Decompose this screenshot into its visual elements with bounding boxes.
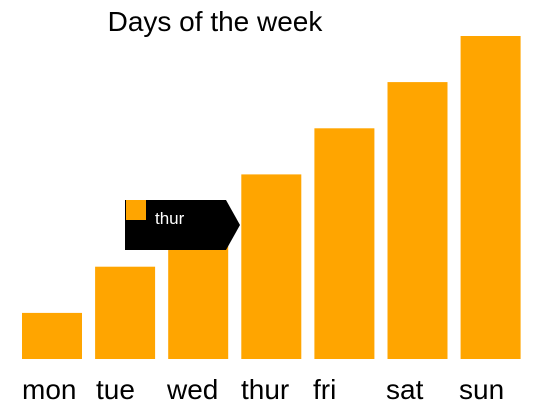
x-tick-label-mon: mon [22, 374, 76, 405]
x-tick-label-tue: tue [96, 374, 135, 405]
tooltip-label: thur [155, 209, 185, 228]
chart-title: Days of the week [108, 6, 324, 37]
bar-sat[interactable] [387, 82, 448, 359]
x-tick-label-fri: fri [313, 374, 336, 405]
bar-thur[interactable] [241, 174, 302, 359]
bar-mon[interactable] [22, 312, 82, 359]
hover-tooltip: thur [125, 200, 240, 250]
x-tick-label-wed: wed [166, 374, 218, 405]
bar-fri[interactable] [314, 128, 375, 359]
bar-sun[interactable] [460, 36, 521, 359]
bars-group [22, 36, 521, 359]
x-tick-label-sat: sat [386, 374, 424, 405]
bar-tue[interactable] [95, 266, 156, 359]
tooltip-color-swatch [126, 200, 146, 220]
x-axis-tick-labels: mon tue wed thur fri sat sun [22, 374, 504, 405]
x-tick-label-thur: thur [241, 374, 289, 405]
x-tick-label-sun: sun [459, 374, 504, 405]
tooltip-background [125, 200, 240, 250]
